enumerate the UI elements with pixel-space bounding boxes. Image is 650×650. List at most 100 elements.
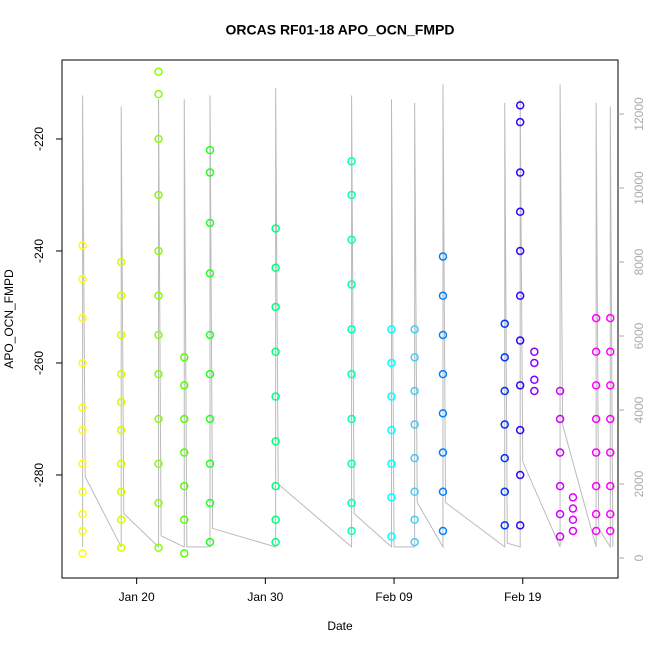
data-point	[515, 521, 525, 530]
data-point	[591, 347, 601, 357]
data-point	[500, 386, 509, 396]
data-point	[205, 168, 215, 177]
data-point	[606, 526, 615, 536]
data-point	[154, 369, 163, 379]
data-point	[271, 224, 280, 233]
data-point	[154, 291, 163, 301]
y-tick-label: -280	[32, 463, 46, 487]
y2-tick-label: 2000	[632, 470, 646, 497]
altitude-line	[82, 84, 614, 549]
data-point	[271, 515, 280, 525]
data-point	[154, 459, 163, 469]
data-point	[438, 409, 448, 418]
x-tick-label: Feb 09	[375, 590, 413, 604]
y-axis-label: APO_OCN_FMPD	[2, 269, 16, 369]
x-tick-label: Jan 20	[119, 590, 155, 604]
x-axis-label: Date	[327, 619, 353, 633]
data-point	[555, 481, 565, 491]
data-point	[606, 414, 615, 424]
data-point	[78, 549, 87, 558]
data-point	[116, 330, 126, 340]
data-point	[180, 414, 189, 424]
data-point	[555, 386, 565, 396]
data-point	[500, 487, 509, 497]
data-point	[116, 369, 126, 379]
y2-tick-label: 8000	[632, 248, 646, 275]
data-point	[180, 353, 189, 362]
data-point	[180, 448, 189, 457]
data-point	[515, 470, 525, 480]
data-point	[591, 448, 601, 457]
data-point	[347, 190, 356, 200]
data-point	[500, 319, 509, 329]
data-point	[515, 117, 525, 127]
data-point	[205, 414, 215, 424]
data-point	[78, 509, 87, 519]
data-point	[271, 347, 280, 357]
data-point	[78, 526, 87, 536]
y-tick-label: -260	[32, 351, 46, 375]
data-point	[410, 537, 419, 547]
data-point	[78, 425, 87, 435]
data-point	[410, 487, 419, 497]
data-point	[347, 235, 356, 245]
data-point	[500, 353, 509, 362]
data-point	[606, 448, 615, 457]
data-point	[410, 420, 419, 429]
plot-frame	[61, 59, 619, 579]
data-point	[515, 168, 525, 177]
data-point	[530, 347, 539, 357]
data-point	[154, 498, 163, 508]
data-point	[606, 509, 615, 519]
data-point	[347, 325, 356, 334]
data-point	[438, 252, 448, 261]
data-point	[271, 481, 280, 491]
data-point	[555, 414, 565, 424]
data-point	[438, 487, 448, 497]
data-point	[347, 526, 356, 536]
data-point	[555, 509, 565, 519]
data-point	[591, 481, 601, 491]
data-point	[500, 453, 509, 463]
data-point	[205, 459, 215, 469]
data-point	[530, 386, 539, 396]
data-point	[591, 414, 601, 424]
data-point	[205, 330, 215, 340]
data-point	[568, 515, 578, 525]
data-point	[515, 101, 525, 110]
data-point	[180, 381, 189, 390]
data-point	[205, 269, 215, 278]
data-point	[530, 358, 539, 368]
data-point	[438, 330, 448, 340]
data-point	[116, 543, 126, 553]
data-point	[515, 336, 525, 345]
data-point	[591, 313, 601, 323]
data-point	[515, 207, 525, 217]
data-point	[154, 246, 163, 256]
data-point	[438, 291, 448, 301]
data-point	[78, 459, 87, 469]
data-point	[116, 459, 126, 469]
data-point	[271, 263, 280, 273]
data-point	[387, 358, 396, 368]
y2-tick-label: 0	[632, 554, 646, 561]
data-point	[568, 526, 578, 536]
data-point	[515, 246, 525, 256]
data-point	[568, 493, 578, 502]
data-point	[410, 353, 419, 362]
data-point	[271, 392, 280, 401]
data-point	[515, 425, 525, 435]
y-tick-label: -220	[32, 127, 46, 151]
data-point	[180, 515, 189, 525]
y2-tick-label: 4000	[632, 396, 646, 423]
data-point	[515, 381, 525, 390]
data-point	[154, 134, 163, 144]
data-point	[116, 515, 126, 525]
data-point	[271, 437, 280, 446]
data-point	[410, 386, 419, 396]
data-point	[154, 330, 163, 340]
data-point	[78, 241, 87, 250]
data-point	[78, 403, 87, 413]
data-point	[78, 358, 87, 368]
